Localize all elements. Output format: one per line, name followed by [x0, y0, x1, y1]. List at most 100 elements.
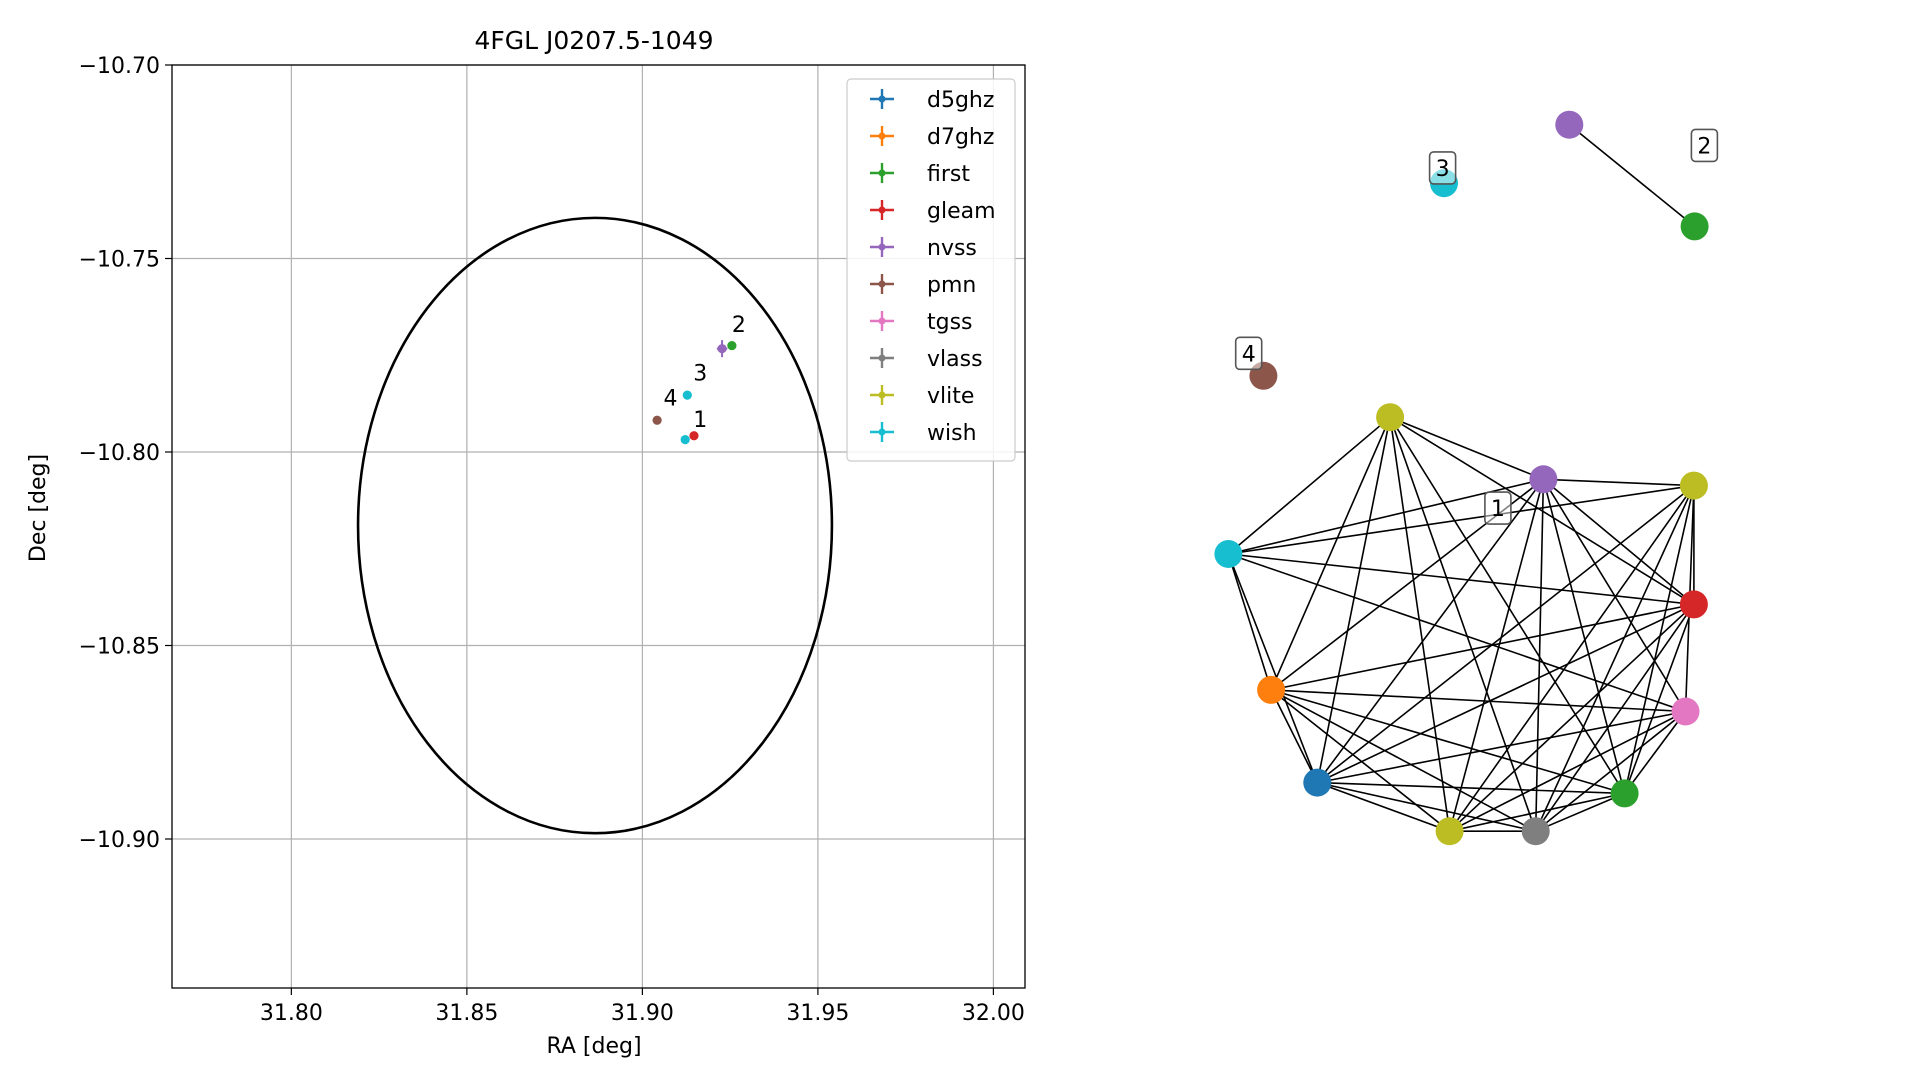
- network-edge: [1389, 416, 1544, 481]
- network-edge: [1448, 485, 1695, 832]
- network-edge: [1317, 781, 1450, 832]
- legend-dot-tgss: [878, 317, 886, 325]
- group-label-box: [1690, 128, 1719, 163]
- network-node: [1679, 471, 1708, 500]
- y-tick-label: −10.75: [79, 248, 160, 273]
- network-edge: [1449, 792, 1625, 832]
- legend-label-vlass: vlass: [927, 347, 983, 372]
- group-labels: 1 2 3 4: [1234, 128, 1719, 525]
- point-gleam: [689, 431, 699, 441]
- network-edge: [1449, 710, 1686, 832]
- network-edge: [1270, 416, 1391, 691]
- legend-label-tgss: tgss: [927, 310, 973, 335]
- network-edge: [1448, 479, 1545, 832]
- error-ellipse: [356, 216, 834, 835]
- network-edge: [1543, 478, 1694, 487]
- point-nvss: [717, 344, 727, 354]
- annotation-3: 3: [693, 361, 707, 386]
- network-edge: [1542, 479, 1626, 794]
- legend-box: [846, 78, 1016, 462]
- network-edge: [1228, 553, 1694, 606]
- legend-dot-wish: [878, 428, 886, 436]
- x-axis-label: RA [deg]: [546, 1034, 641, 1059]
- group-label-1: 1: [1491, 497, 1505, 522]
- network-edge: [1316, 478, 1545, 784]
- legend-dot-vlass: [878, 354, 886, 362]
- legend-dot-nvss: [878, 243, 886, 251]
- x-axis-ticks: 31.80 31.85 31.90 31.95 32.00: [260, 988, 1025, 1026]
- network-edge: [1227, 553, 1319, 783]
- group-label-box: [1428, 151, 1457, 185]
- network-edge: [1623, 604, 1695, 794]
- network-node: [1376, 403, 1405, 432]
- axes-frame: [171, 64, 1026, 989]
- x-tick-label: 32.00: [962, 1001, 1025, 1026]
- network-node: [1529, 465, 1558, 494]
- y-tick-label: −10.90: [79, 828, 160, 853]
- network-edge: [1270, 689, 1319, 783]
- network-edge: [1542, 478, 1695, 606]
- legend-dot-d7ghz: [878, 132, 886, 140]
- annotation-4: 4: [663, 387, 677, 412]
- network-edge: [1534, 479, 1545, 832]
- chart-title: 4FGL J0207.5-1049: [474, 26, 713, 55]
- legend-label-first: first: [927, 162, 970, 187]
- legend-dot-pmn: [878, 280, 886, 288]
- network-edge: [1623, 711, 1687, 794]
- network-edge: [1227, 416, 1391, 555]
- network-node: [1303, 768, 1332, 797]
- network-edge: [1568, 124, 1696, 228]
- group-label-4: 4: [1242, 342, 1256, 367]
- x-tick-label: 31.85: [435, 1001, 498, 1026]
- network-edge: [1270, 603, 1695, 691]
- y-axis-ticks: −10.70 −10.75 −10.80 −10.85 −10.90: [79, 54, 172, 853]
- legend-label-pmn: pmn: [927, 273, 976, 298]
- network-edge: [1535, 792, 1625, 832]
- legend-label-d5ghz: d5ghz: [927, 88, 994, 113]
- network-node: [1679, 590, 1708, 619]
- network-node: [1680, 212, 1709, 241]
- network-edge: [1316, 603, 1695, 784]
- network-edge: [1316, 484, 1695, 784]
- legend-label-vlite: vlite: [927, 384, 974, 409]
- point-first: [727, 340, 737, 351]
- network-edge: [1228, 484, 1695, 555]
- network-node: [1610, 779, 1639, 808]
- group-label-2: 2: [1697, 134, 1711, 159]
- network-edge: [1389, 416, 1537, 832]
- legend-label-wish: wish: [927, 421, 977, 446]
- legend-dot-gleam: [878, 206, 886, 214]
- y-tick-label: −10.70: [79, 54, 160, 79]
- network-edge: [1270, 689, 1625, 795]
- network-node: [1257, 675, 1286, 704]
- network-edge: [1623, 485, 1695, 794]
- annotation-1: 1: [693, 408, 707, 433]
- network-edge: [1449, 603, 1695, 832]
- network-edge: [1535, 603, 1695, 832]
- legend-dot-vlite: [878, 391, 886, 399]
- legend-label-gleam: gleam: [927, 199, 996, 224]
- group-label-3: 3: [1436, 157, 1450, 182]
- legend-dot-first: [878, 169, 886, 177]
- network-edge: [1227, 553, 1272, 691]
- network-edge: [1535, 710, 1686, 832]
- x-tick-label: 31.95: [786, 1001, 849, 1026]
- network-edge: [1228, 553, 1686, 713]
- legend-dot-d5ghz: [878, 95, 886, 103]
- error-ellipse-layer: [356, 216, 834, 835]
- point-wish: [682, 390, 692, 400]
- network-edge: [1270, 689, 1451, 832]
- network-edge: [1389, 417, 1451, 832]
- x-tick-label: 31.80: [260, 1001, 323, 1026]
- y-axis-label: Dec [deg]: [26, 454, 51, 562]
- point-wish: [680, 435, 690, 445]
- network-node: [1214, 540, 1243, 568]
- group-annotations: 1 234: [663, 313, 745, 433]
- network-node: [1671, 697, 1700, 726]
- network-edge: [1270, 689, 1537, 832]
- legend: d5ghz d7ghz first gleam nvss pmn tgss vlass vlit…: [846, 78, 1016, 462]
- network-node: [1521, 817, 1550, 846]
- group-label-box: [1484, 491, 1512, 525]
